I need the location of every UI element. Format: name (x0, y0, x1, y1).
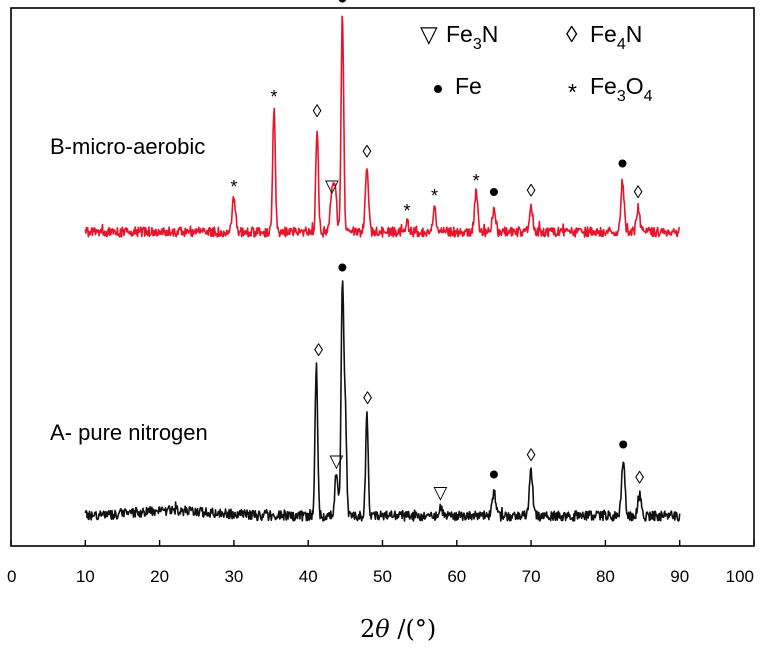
legend-fe-label: Fe (455, 73, 482, 99)
x-tick-label: 10 (76, 567, 95, 586)
series-line-b-micro-aerobic (84, 15, 681, 238)
legend-fe-dot-icon (434, 85, 442, 93)
legend: ▽ Fe3N ◊ Fe4N Fe * Fe3O4 (420, 21, 653, 105)
series-line-a-pure-nitrogen (84, 280, 681, 522)
legend-fe4n-label: Fe4N (590, 21, 642, 53)
marker-fe4n-diamond-icon: ◊ (363, 388, 372, 408)
x-axis-ticks (10, 540, 755, 546)
legend-fe4n-symbol: ◊ (566, 21, 578, 47)
marker-fe3n-triangle-icon: ▽ (434, 483, 448, 503)
marker-fe3o4-asterisk-icon: * (473, 171, 480, 191)
marker-fe3o4-asterisk-icon: * (431, 186, 438, 206)
x-tick-label: 30 (224, 567, 243, 586)
x-axis-title: 2θ /(°) (360, 615, 436, 643)
legend-fe3n-label: Fe3N (446, 21, 498, 53)
x-tick-label: 40 (299, 567, 318, 586)
marker-fe-dot-icon (619, 440, 628, 449)
legend-fe3n-symbol: ▽ (420, 21, 438, 47)
x-tick-label: 90 (670, 567, 689, 586)
marker-fe-dot-icon (338, 0, 347, 3)
marker-fe4n-diamond-icon: ◊ (362, 142, 371, 162)
marker-fe3o4-asterisk-icon: * (404, 201, 411, 221)
marker-fe-dot-icon (489, 188, 498, 196)
marker-fe3o4-asterisk-icon: * (230, 177, 237, 197)
x-tick-label: 60 (447, 567, 466, 586)
legend-fe3n-sub: 3 (473, 36, 482, 53)
x-tick-label: 80 (596, 567, 615, 586)
marker-fe3o4-asterisk-icon: * (271, 87, 278, 107)
marker-fe4n-diamond-icon: ◊ (527, 445, 536, 465)
x-tick-label: 20 (150, 567, 169, 586)
marker-fe-dot-icon (618, 159, 627, 168)
marker-fe-dot-icon (338, 263, 347, 272)
series-a-label: A- pure nitrogen (50, 420, 208, 445)
marker-fe4n-diamond-icon: ◊ (313, 101, 322, 121)
marker-fe-dot-icon (489, 470, 498, 479)
x-tick-label: 50 (373, 567, 392, 586)
x-tick-label: 100 (726, 567, 754, 586)
x-axis-tick-labels: 0 10 20 30 40 50 60 70 80 90 100 (7, 567, 754, 586)
marker-fe4n-diamond-icon: ◊ (527, 181, 536, 201)
marker-fe4n-diamond-icon: ◊ (635, 468, 644, 488)
marker-fe3n-triangle-icon: ▽ (330, 451, 344, 471)
x-tick-label: 70 (522, 567, 541, 586)
legend-fe3o4-symbol: * (568, 79, 577, 105)
x-tick-label: 0 (7, 567, 16, 586)
marker-fe4n-diamond-icon: ◊ (634, 182, 643, 202)
peak-annotations: * * ◊ ▽ ◊ * * * ◊ ◊ ◊ ▽ ◊ ▽ ◊ ◊ (230, 0, 644, 503)
marker-fe4n-diamond-icon: ◊ (314, 340, 323, 360)
series-b-label: B-micro-aerobic (50, 134, 205, 159)
marker-fe3n-triangle-icon: ▽ (325, 176, 339, 196)
series-traces (84, 15, 681, 522)
legend-fe3o4-label: Fe3O4 (590, 73, 653, 105)
